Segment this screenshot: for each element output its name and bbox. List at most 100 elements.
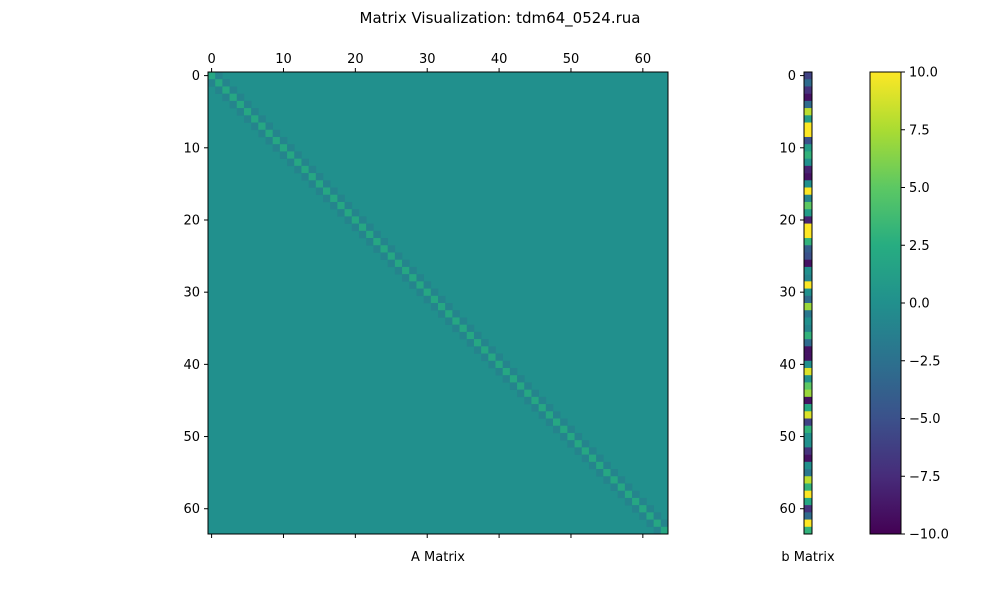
b-matrix-cell: [804, 382, 812, 390]
a-matrix-cell: [452, 317, 460, 325]
a-matrix-cell: [438, 295, 446, 304]
b-matrix-cell: [804, 115, 812, 123]
a-matrix-cell: [301, 173, 309, 181]
a-matrix-cell: [495, 353, 503, 362]
a-matrix-cell: [344, 209, 353, 217]
a-matrix-cell: [236, 93, 245, 102]
a-matrix-cell: [624, 490, 633, 499]
b-matrix-cell: [804, 86, 812, 94]
a-matrix-cell: [459, 317, 468, 325]
a-matrix-cell: [574, 440, 583, 448]
a-matrix-cell: [438, 310, 446, 318]
a-matrix-cell: [394, 266, 403, 275]
a-matrix-cell: [380, 245, 388, 253]
a-matrix-cell: [488, 360, 496, 369]
b-matrix-cell: [804, 490, 812, 499]
b-matrix-cell: [804, 216, 812, 224]
a-matrix-cell: [373, 245, 381, 253]
colorbar-tick-label: −5.0: [909, 412, 941, 427]
a-matrix-y-tick-label: 30: [183, 286, 200, 301]
a-matrix-cell: [315, 180, 324, 188]
colorbar-tick-label: 0.0: [909, 297, 930, 312]
a-matrix-cell: [639, 512, 647, 520]
b-matrix-y-tick-label: 40: [779, 358, 796, 373]
a-matrix-cell: [272, 136, 281, 145]
a-matrix-cell: [208, 72, 216, 80]
a-matrix-cell: [416, 288, 424, 297]
a-matrix-y-tick-label: 10: [183, 141, 200, 156]
b-matrix-cell: [804, 418, 812, 427]
a-matrix-cell: [387, 259, 396, 268]
a-matrix-cell: [258, 115, 266, 123]
a-matrix-cell: [524, 382, 532, 390]
a-matrix-cell: [402, 266, 410, 275]
b-matrix-y-tick-label: 20: [779, 213, 796, 228]
a-matrix-cell: [639, 497, 647, 506]
b-matrix-cell: [804, 440, 812, 448]
b-matrix-frame: [803, 71, 813, 535]
b-matrix-cell: [804, 411, 812, 419]
colorbar-gradient: [870, 72, 901, 534]
a-matrix-cell: [588, 454, 597, 463]
a-matrix-cell: [323, 187, 331, 196]
b-matrix-cell: [804, 476, 812, 484]
a-matrix-cell: [560, 432, 568, 441]
a-matrix-cell: [524, 396, 532, 405]
b-matrix-cell: [804, 122, 812, 131]
b-matrix-cell: [804, 266, 812, 275]
a-matrix-cell: [402, 259, 410, 268]
a-matrix-cell: [581, 440, 590, 448]
a-matrix-cell: [524, 389, 532, 398]
a-matrix-cell: [208, 79, 216, 87]
a-matrix-cell: [545, 404, 554, 412]
a-matrix-cell: [567, 432, 575, 441]
a-matrix-cell: [287, 151, 295, 159]
a-matrix-cell: [330, 187, 338, 196]
a-matrix-cell: [610, 476, 618, 484]
colorbar-tick-label: −2.5: [909, 354, 941, 369]
a-matrix-cell: [517, 382, 525, 390]
a-matrix-cell: [236, 100, 245, 109]
a-matrix-cell: [215, 86, 223, 94]
b-matrix-cell: [804, 165, 812, 174]
a-matrix-cell: [617, 476, 626, 484]
a-matrix-cell: [423, 288, 432, 297]
a-matrix-cell: [531, 396, 539, 405]
a-matrix-cell: [459, 331, 468, 340]
a-matrix-cell: [660, 519, 669, 528]
a-matrix-cell: [308, 173, 317, 181]
a-matrix-cell: [416, 281, 424, 289]
a-matrix-panel: 0 10 20 30 40 50 60 0 10 20 30 40 50 60 A Matrix: [183, 52, 669, 565]
b-matrix-cell: [804, 331, 812, 340]
b-matrix-y-tick-label: 0: [788, 69, 796, 84]
a-matrix-cell: [660, 526, 669, 535]
a-matrix-cell: [409, 281, 417, 289]
a-matrix-cell: [653, 526, 662, 535]
a-matrix-cell: [596, 461, 604, 470]
a-matrix-cell: [517, 389, 525, 398]
a-matrix-cell: [323, 180, 331, 188]
a-matrix-cell: [445, 310, 453, 318]
a-matrix-cell: [545, 411, 554, 419]
a-matrix-cell: [581, 454, 590, 463]
a-matrix-cell: [394, 252, 403, 260]
a-matrix-cell: [538, 411, 547, 419]
colorbar-tick-label: −7.5: [909, 470, 941, 485]
b-matrix-cell: [804, 367, 812, 376]
a-matrix-x-tick-label: 20: [347, 52, 364, 67]
a-matrix-cell: [351, 223, 360, 232]
a-matrix-cell: [287, 144, 295, 152]
a-matrix-cell: [538, 404, 547, 412]
a-matrix-cell: [581, 447, 590, 455]
a-matrix-cell: [251, 108, 259, 116]
b-matrix-y-tick-label: 10: [779, 141, 796, 156]
b-matrix-cell: [804, 353, 812, 362]
b-matrix-cell: [804, 72, 812, 80]
b-matrix-cell: [804, 310, 812, 318]
a-matrix-cell: [639, 505, 647, 513]
b-matrix-cell: [804, 324, 812, 333]
a-matrix-cell: [473, 346, 482, 354]
a-matrix-cell: [567, 425, 575, 434]
a-matrix-cell: [323, 194, 331, 203]
